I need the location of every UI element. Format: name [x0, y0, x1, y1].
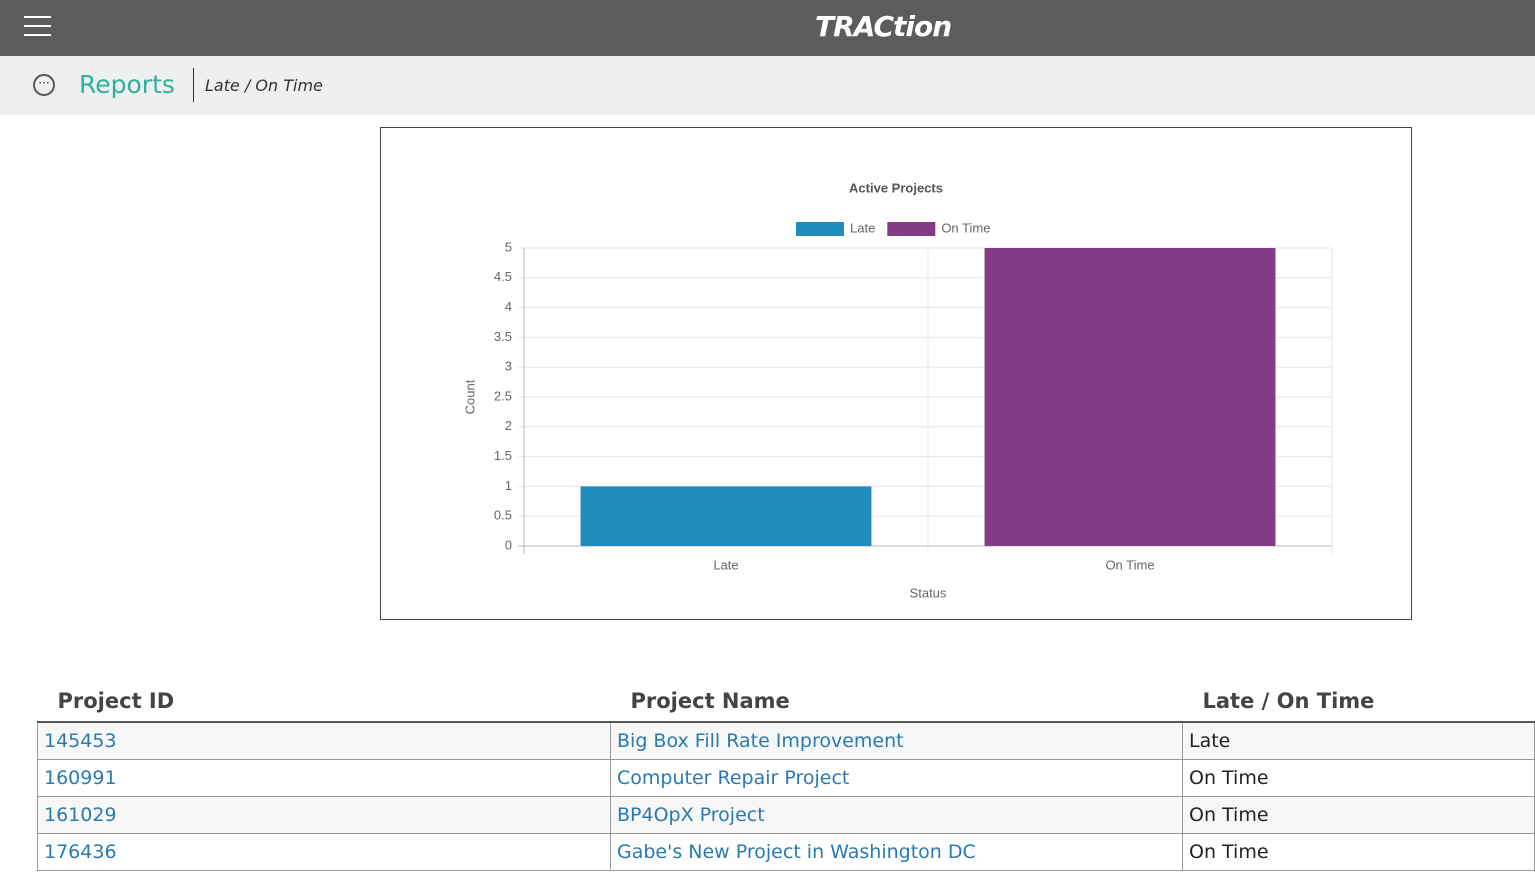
y-tick-label: 4.5: [494, 269, 512, 284]
x-tick-label: Late: [713, 557, 738, 572]
bar: [580, 486, 872, 546]
y-tick-label: 3: [505, 359, 512, 374]
section-title: Reports: [79, 70, 175, 99]
chart: Active Projects Status Count 0 0.5 1 1.5 2 2.…: [462, 180, 1333, 600]
column-header[interactable]: Late / On Time: [1182, 683, 1535, 723]
y-tick-label: 5: [505, 239, 512, 254]
table-cell: Gabe's New Project in Washington DC: [610, 833, 1183, 871]
legend-label: On Time: [941, 220, 990, 235]
y-tick-label: 1.5: [494, 448, 512, 463]
project-link[interactable]: Computer Repair Project: [617, 767, 850, 789]
y-tick-label: 1: [505, 478, 512, 493]
bar: [984, 248, 1276, 546]
project-link[interactable]: 145453: [44, 730, 117, 752]
y-tick-label: 0.5: [494, 508, 512, 523]
project-link[interactable]: Big Box Fill Rate Improvement: [617, 730, 904, 752]
table-row: 160991 Computer Repair Project On Time: [37, 759, 1535, 797]
sub-bar: [0, 56, 1535, 115]
page-title: Late / On Time: [205, 76, 323, 95]
y-tick-label: 2.5: [494, 388, 512, 403]
table-cell: 160991: [37, 759, 611, 797]
table-cell: 161029: [37, 796, 611, 834]
legend-swatch: [796, 222, 844, 236]
y-tick-label: 0: [505, 537, 512, 552]
table-cell: On Time: [1182, 759, 1535, 797]
table-cell: BP4OpX Project: [610, 796, 1183, 834]
table-body: 145453 Big Box Fill Rate Improvement Late 1…: [37, 721, 1535, 871]
project-table: Project ID Project Name Late / On Time 1454…: [37, 683, 1535, 871]
table-cell: 176436: [37, 833, 611, 871]
project-link[interactable]: 160991: [44, 767, 117, 789]
column-header[interactable]: Project Name: [610, 683, 1183, 723]
table-cell: Computer Repair Project: [610, 759, 1183, 797]
legend-swatch: [887, 222, 936, 236]
y-tick-label: 4: [505, 299, 512, 314]
column-header[interactable]: Project ID: [37, 683, 611, 723]
menu-button[interactable]: [24, 16, 51, 43]
y-tick-label: 3.5: [494, 329, 512, 344]
logo: TRACtion: [815, 10, 952, 43]
x-axis-label: Status: [910, 585, 947, 600]
header-row: Project ID Project Name Late / On Time: [37, 683, 1535, 723]
x-tick-label: On Time: [1105, 557, 1154, 572]
table-cell: On Time: [1182, 796, 1535, 834]
y-axis-label: Count: [462, 379, 477, 414]
table-cell: Late: [1182, 721, 1535, 760]
more-button[interactable]: ···: [33, 74, 55, 96]
table-row: 176436 Gabe's New Project in Washington D…: [37, 833, 1535, 871]
table-cell: Big Box Fill Rate Improvement: [610, 721, 1183, 760]
chart-title: Active Projects: [849, 180, 943, 195]
project-link[interactable]: Gabe's New Project in Washington DC: [617, 841, 976, 863]
y-tick-label: 2: [505, 418, 512, 433]
project-link[interactable]: 161029: [44, 804, 117, 826]
top-bar: TRACtion: [0, 0, 1535, 56]
table-row: 145453 Big Box Fill Rate Improvement Late: [37, 721, 1535, 760]
project-link[interactable]: BP4OpX Project: [617, 804, 765, 826]
separator: [193, 68, 194, 102]
table-cell: On Time: [1182, 833, 1535, 871]
project-link[interactable]: 176436: [44, 841, 117, 863]
table-cell: 145453: [37, 721, 611, 760]
chart-box: Active Projects Status Count 0 0.5 1 1.5 2 2.…: [380, 127, 1412, 620]
table-row: 161029 BP4OpX Project On Time: [37, 796, 1535, 834]
legend-label: Late: [850, 220, 875, 235]
